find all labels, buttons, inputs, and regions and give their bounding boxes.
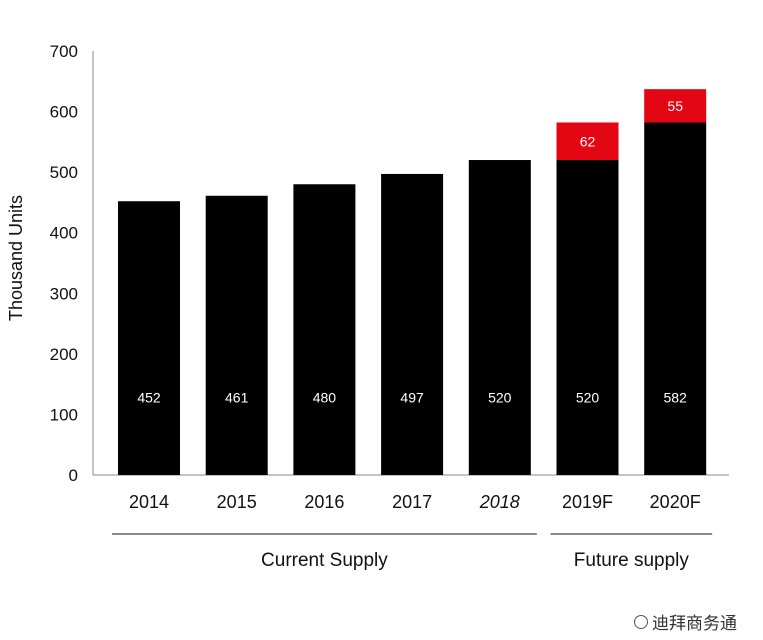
- x-tick-label: 2014: [129, 492, 169, 512]
- y-axis-label: Thousand Units: [6, 195, 26, 321]
- x-tick-label: 2016: [304, 492, 344, 512]
- watermark-text: 迪拜商务通: [652, 614, 737, 634]
- group-label: Future supply: [574, 550, 690, 571]
- x-tick-label: 2017: [392, 492, 432, 512]
- y-tick-label: 100: [50, 405, 78, 424]
- data-label: 520: [488, 389, 512, 405]
- x-tick-label: 2020F: [650, 492, 701, 512]
- y-tick-label: 0: [69, 466, 78, 485]
- data-label: 452: [137, 389, 161, 405]
- y-tick-label: 400: [50, 224, 78, 243]
- x-tick-label: 2019F: [562, 492, 613, 512]
- y-tick-label: 500: [50, 163, 78, 182]
- data-label: 497: [400, 389, 424, 405]
- bar-segment-base: [205, 195, 268, 475]
- x-tick-label: 2018: [479, 492, 520, 512]
- bar-segment-base: [293, 184, 356, 475]
- bar-segment-base: [381, 173, 444, 475]
- bar-segment-base: [556, 160, 619, 475]
- y-tick-label: 300: [50, 284, 78, 303]
- data-label: 461: [225, 389, 249, 405]
- group-label: Current Supply: [261, 550, 388, 571]
- data-label: 582: [664, 389, 688, 405]
- bar-segment-base: [468, 160, 531, 475]
- bar-segment-base: [118, 201, 180, 475]
- data-label: 480: [313, 389, 337, 405]
- bar-segment-base: [644, 122, 707, 475]
- data-label: 62: [580, 133, 596, 149]
- y-tick-label: 200: [50, 345, 78, 364]
- x-tick-label: 2015: [217, 492, 257, 512]
- watermark: 迪拜商务通: [634, 609, 737, 634]
- wechat-icon: [634, 614, 648, 629]
- y-tick-label: 700: [50, 42, 78, 61]
- data-label: 55: [667, 98, 683, 114]
- y-tick-label: 600: [50, 103, 78, 122]
- data-label: 520: [576, 389, 600, 405]
- bar-segment-future: [556, 122, 619, 161]
- bar-segment-future: [644, 89, 707, 123]
